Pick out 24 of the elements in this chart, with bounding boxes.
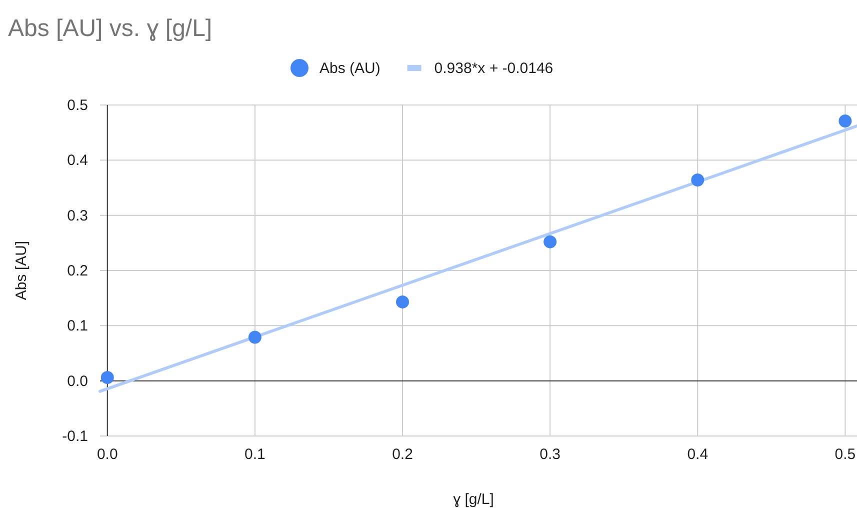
x-axis-title: ɣ [g/L]	[453, 491, 494, 508]
x-tick-label: 0.2	[392, 446, 413, 463]
y-axis-title: Abs [AU]	[13, 240, 30, 300]
y-tick-label: 0.2	[67, 262, 88, 280]
x-tick-label: 0.0	[96, 446, 118, 463]
x-tick-label: 0.4	[687, 446, 708, 463]
y-tick-label: 0.1	[67, 318, 88, 335]
y-tick-label: 0.5	[67, 97, 88, 114]
y-tick-label: 0.3	[67, 207, 88, 224]
point	[544, 235, 557, 248]
point	[396, 295, 410, 308]
point	[838, 114, 852, 128]
point	[100, 371, 114, 384]
y-tick-label: -0.1	[62, 428, 88, 445]
x-tick-label: 0.1	[244, 446, 266, 463]
x-tick-label: 0.5	[834, 446, 856, 463]
legend-label: 0.938*x + -0.0146	[434, 60, 554, 77]
y-tick-label: 0.4	[67, 152, 88, 170]
point	[691, 174, 704, 187]
y-tick-label: 0.0	[67, 372, 88, 390]
legend-label: Abs (AU)	[320, 60, 380, 77]
x-tick-label: 0.3	[540, 446, 560, 463]
point	[248, 330, 262, 344]
chart-title: Abs [AU] vs. ɣ [g/L]	[8, 15, 212, 42]
